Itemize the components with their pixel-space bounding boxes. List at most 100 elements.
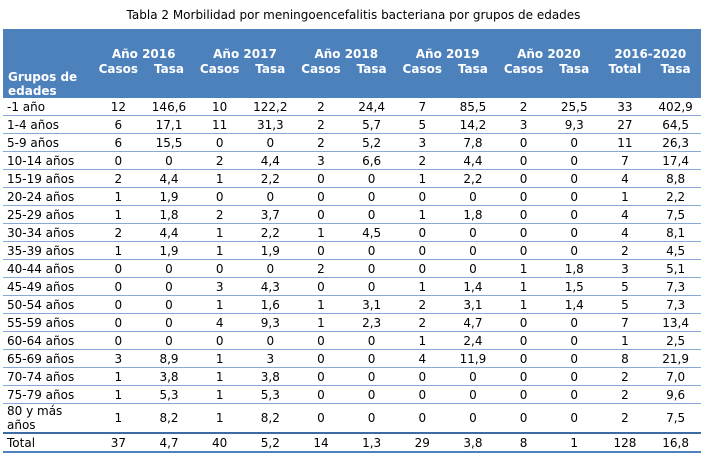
cell: 5: [599, 277, 651, 296]
cell: 8: [498, 432, 549, 453]
cell: 7,3: [650, 295, 701, 314]
cell: 0: [346, 277, 397, 296]
cell: 4,4: [143, 169, 195, 188]
cell: 1,4: [447, 277, 499, 296]
cell: 0: [548, 385, 600, 404]
cell: 2,2: [650, 187, 701, 206]
cell: 0: [295, 277, 347, 296]
cell: 6: [93, 133, 144, 152]
cell: 2: [194, 205, 245, 224]
cell: 1,9: [143, 187, 195, 206]
cell: 3: [93, 349, 144, 368]
cell: 0: [548, 367, 600, 386]
cell: 31,3: [244, 115, 296, 134]
cell: 2: [599, 385, 651, 404]
cell: 0: [498, 331, 549, 350]
cell: 1: [599, 187, 651, 206]
subheader-casos-2016: Casos: [93, 61, 144, 98]
cell: 5,7: [346, 115, 397, 134]
cell: 1,9: [143, 241, 195, 260]
cell: 4,4: [244, 151, 296, 170]
cell: 1: [295, 313, 347, 332]
cell: 29: [396, 432, 448, 453]
cell: 0: [447, 403, 499, 434]
cell: 0: [93, 277, 144, 296]
cell: 3,1: [346, 295, 397, 314]
subheader-tasa-2019: Tasa: [447, 61, 499, 98]
cell: 0: [346, 241, 397, 260]
cell: 0: [396, 385, 448, 404]
cell: 5,2: [244, 432, 296, 453]
cell: 5,3: [244, 385, 296, 404]
cell: 8,8: [650, 169, 701, 188]
cell: 1,8: [447, 205, 499, 224]
subheader-casos-2018: Casos: [295, 61, 347, 98]
row-label: 25-29 años: [3, 205, 93, 224]
cell: 7,5: [650, 403, 701, 434]
cell: 0: [498, 223, 549, 242]
cell: 11,9: [447, 349, 499, 368]
cell: 0: [93, 331, 144, 350]
table-row: 5-9 años 6 15,5 0 0 2 5,2 3 7,8 0 0 11 26,3: [3, 133, 701, 152]
row-label: 30-34 años: [3, 223, 93, 242]
cell: 3,1: [447, 295, 499, 314]
cell: 0: [498, 367, 549, 386]
cell: 2,2: [244, 223, 296, 242]
cell: 1: [93, 385, 144, 404]
cell: 0: [548, 349, 600, 368]
row-label: 40-44 años: [3, 259, 93, 278]
cell: 0: [295, 385, 347, 404]
cell: 8: [599, 349, 651, 368]
cell: 0: [548, 313, 600, 332]
cell: 0: [143, 277, 195, 296]
cell: 0: [346, 367, 397, 386]
cell: 2,3: [346, 313, 397, 332]
row-label: 60-64 años: [3, 331, 93, 350]
column-header-year-2016: Año 2016: [93, 29, 195, 61]
cell: 0: [346, 403, 397, 434]
table-row: -1 año 12 146,6 10 122,2 2 24,4 7 85,5 2 25,5 33 402…: [3, 98, 701, 116]
cell: 37: [93, 432, 144, 453]
row-label: 70-74 años: [3, 367, 93, 386]
table-row: 45-49 años 0 0 3 4,3 0 0 1 1,4 1 1,5 5 7,3: [3, 277, 701, 296]
table-row: 80 y más años 1 8,2 1 8,2 0 0 0 0 0 0 2 7,5: [3, 403, 701, 434]
cell: 0: [194, 187, 245, 206]
subheader-casos-2019: Casos: [396, 61, 448, 98]
cell: 2: [194, 151, 245, 170]
cell: 146,6: [143, 98, 195, 116]
subheader-casos-2017: Casos: [194, 61, 245, 98]
cell: 33: [599, 98, 651, 116]
cell: 0: [396, 403, 448, 434]
cell: 0: [548, 223, 600, 242]
table-row: 35-39 años 1 1,9 1 1,9 0 0 0 0 0 0 2 4,5: [3, 241, 701, 260]
row-label: 20-24 años: [3, 187, 93, 206]
cell: 4: [599, 223, 651, 242]
cell: 0: [244, 133, 296, 152]
cell: 2: [93, 223, 144, 242]
cell: 1: [295, 295, 347, 314]
cell: 0: [346, 169, 397, 188]
cell: 2: [295, 133, 347, 152]
row-label: -1 año: [3, 98, 93, 116]
cell: 14: [295, 432, 347, 453]
table-row: 65-69 años 3 8,9 1 3 0 0 4 11,9 0 0 8 21,9: [3, 349, 701, 368]
row-label: 5-9 años: [3, 133, 93, 152]
cell: 0: [498, 241, 549, 260]
cell: 0: [295, 403, 347, 434]
cell: 9,6: [650, 385, 701, 404]
cell: 1: [599, 331, 651, 350]
cell: 4,4: [447, 151, 499, 170]
column-header-year-2019: Año 2019: [396, 29, 499, 61]
table-row: 70-74 años 1 3,8 1 3,8 0 0 0 0 0 0 2 7,0: [3, 367, 701, 386]
cell: 0: [447, 241, 499, 260]
cell: 0: [548, 133, 600, 152]
cell: 1: [548, 432, 600, 453]
cell: 4,5: [346, 223, 397, 242]
row-label: 50-54 años: [3, 295, 93, 314]
cell: 10: [194, 98, 245, 116]
cell: 2: [93, 169, 144, 188]
cell: 1,8: [143, 205, 195, 224]
cell: 0: [295, 187, 347, 206]
cell: 0: [194, 259, 245, 278]
cell: 7,0: [650, 367, 701, 386]
